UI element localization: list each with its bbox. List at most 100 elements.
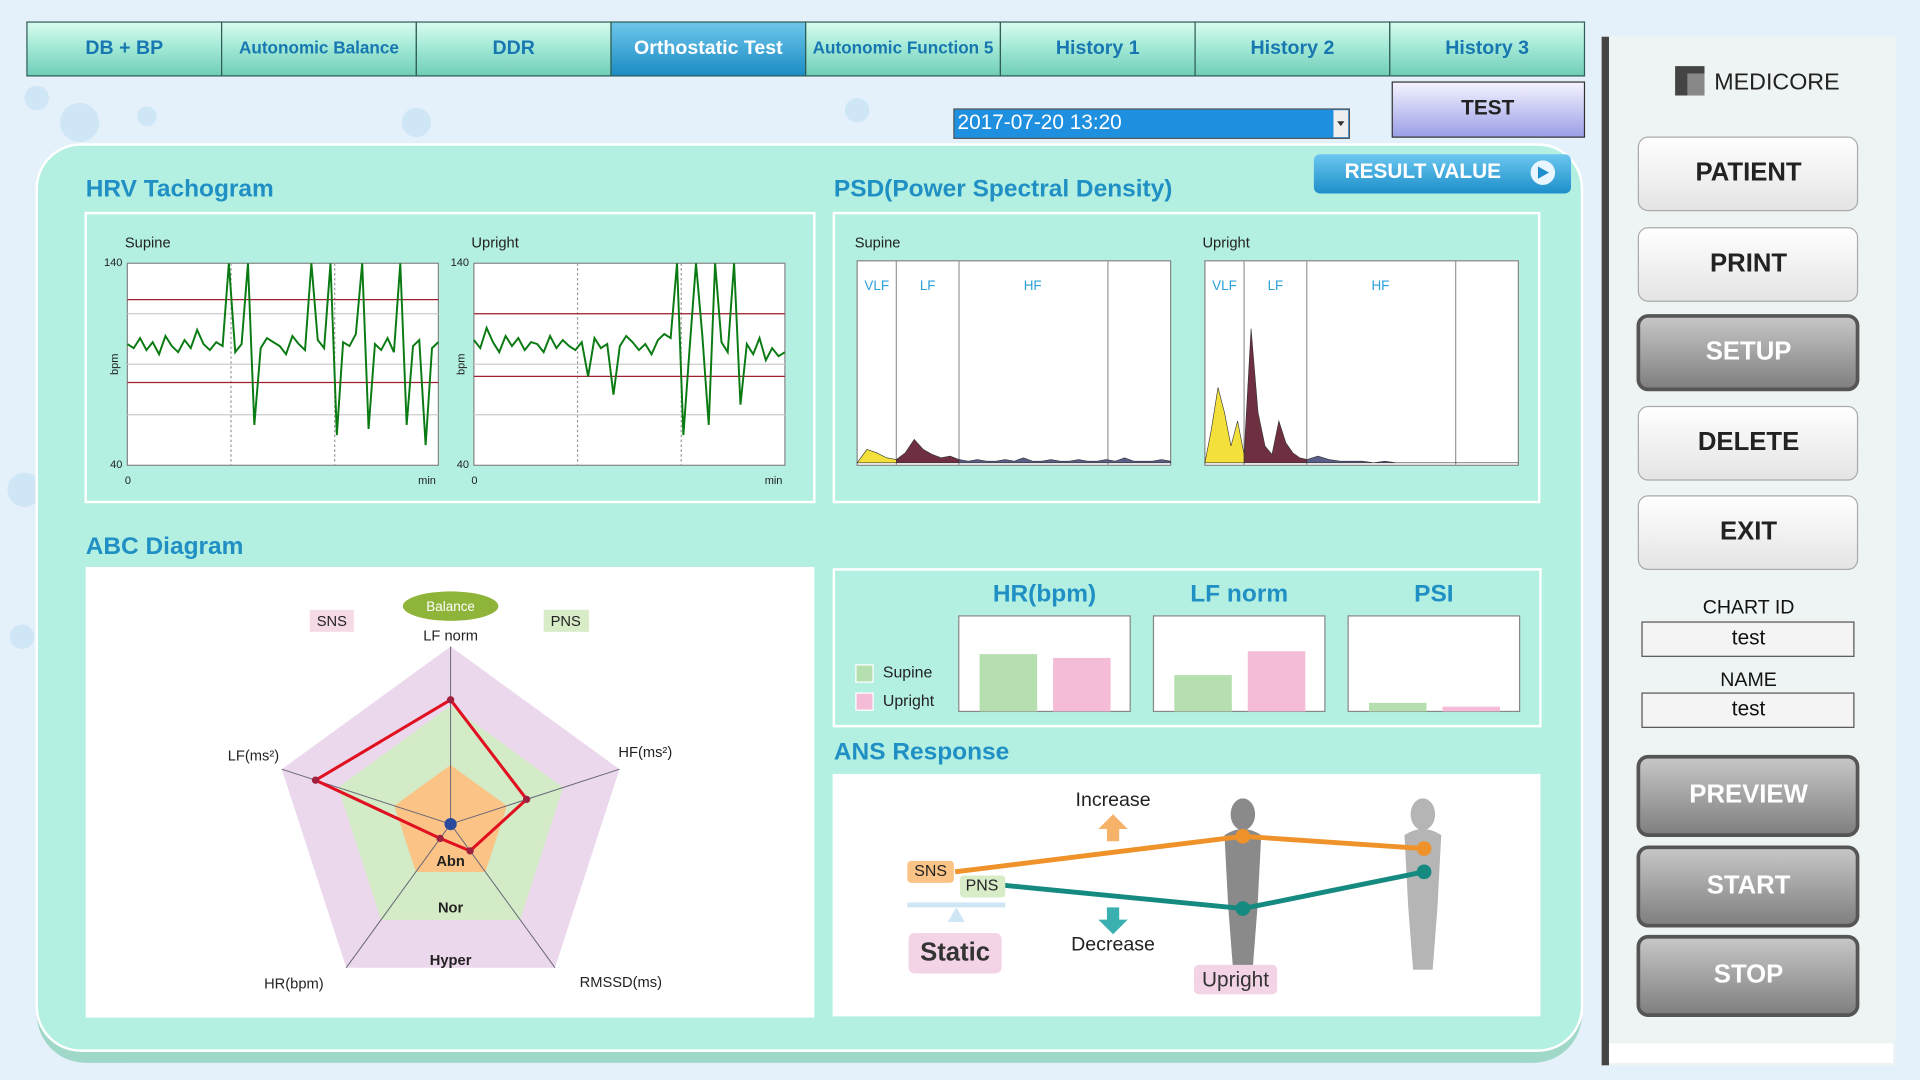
- chart-id-field[interactable]: [1641, 621, 1855, 657]
- legend-label: Upright: [883, 693, 935, 710]
- y-tick-label: 40: [457, 459, 469, 471]
- bar: [979, 654, 1038, 712]
- name-label: NAME: [1720, 669, 1777, 691]
- sidebar-button[interactable]: [1637, 136, 1859, 212]
- sidebar-button-label[interactable]: STOP: [1714, 961, 1784, 989]
- sidebar-foot: [1608, 1043, 1894, 1063]
- result-value-button[interactable]: [1313, 154, 1572, 194]
- pns-label: PNS: [966, 878, 999, 895]
- test-button-label[interactable]: TEST: [1461, 96, 1514, 119]
- response-point: [1235, 828, 1251, 844]
- legend-label: Supine: [883, 665, 933, 682]
- tab[interactable]: [1194, 21, 1391, 77]
- band-label: VLF: [864, 278, 889, 293]
- tab[interactable]: [1389, 21, 1586, 77]
- y-axis-label: bpm: [109, 354, 121, 375]
- decrease-arrow: [1098, 907, 1128, 935]
- tab[interactable]: [221, 21, 417, 77]
- result-value-icon-arrow: [1537, 166, 1549, 179]
- radar-point: [311, 776, 320, 784]
- axis-label: HR(bpm): [264, 976, 324, 992]
- sidebar-button-label[interactable]: PRINT: [1710, 249, 1787, 277]
- tab[interactable]: [415, 21, 612, 77]
- upright-tag: [1193, 964, 1278, 995]
- sidebar-button[interactable]: [1636, 754, 1860, 837]
- sidebar-button-label[interactable]: PREVIEW: [1689, 781, 1808, 809]
- name-value[interactable]: test: [1732, 698, 1766, 721]
- radar-axis: [281, 768, 451, 825]
- radar-polygon: [312, 697, 529, 853]
- sidebar-button[interactable]: [1637, 227, 1859, 302]
- bar: [1368, 702, 1427, 712]
- sidebar-button-label[interactable]: EXIT: [1720, 517, 1777, 545]
- zone-label: Abn: [436, 854, 465, 870]
- figure-body: [1224, 828, 1262, 970]
- tab[interactable]: [999, 21, 1196, 77]
- balance-pivot: [947, 907, 965, 923]
- panel-label: Upright: [1202, 236, 1249, 252]
- sidebar-button[interactable]: [1636, 314, 1860, 392]
- tab-label[interactable]: Autonomic Balance: [239, 38, 399, 58]
- sidebar-button[interactable]: [1636, 845, 1860, 928]
- sns-label: SNS: [317, 614, 347, 630]
- result-value-label[interactable]: RESULT VALUE: [1345, 160, 1501, 183]
- panel-label: Supine: [125, 236, 171, 252]
- date-select[interactable]: [953, 108, 1350, 139]
- tab-label[interactable]: DDR: [492, 37, 534, 59]
- sns-tag: [309, 609, 354, 632]
- psd-title: PSD(Power Spectral Density): [834, 175, 1173, 202]
- radar-point: [466, 847, 474, 855]
- abc-title: ABC Diagram: [86, 533, 244, 560]
- y-axis-label: bpm: [456, 354, 468, 375]
- axis-label: HF(ms²): [618, 745, 672, 761]
- tab-label[interactable]: History 2: [1251, 37, 1335, 59]
- bar: [1053, 657, 1111, 712]
- figure-body: [1404, 828, 1442, 970]
- hrv-title: HRV Tachogram: [86, 175, 274, 202]
- pns-tag: [960, 875, 1006, 898]
- sidebar-button[interactable]: [1637, 495, 1859, 570]
- date-select-value[interactable]: 2017-07-20 13:20: [958, 111, 1122, 134]
- sidebar-button[interactable]: [1637, 405, 1859, 481]
- axis-label: LF norm: [423, 629, 478, 645]
- name-field[interactable]: [1641, 692, 1855, 728]
- balance-label: Balance: [426, 599, 475, 614]
- tab-label[interactable]: DB + BP: [85, 37, 163, 59]
- axis-label: RMSSD(ms): [580, 975, 662, 991]
- radar-axis: [345, 823, 452, 969]
- tab-label[interactable]: Autonomic Function 5: [813, 38, 994, 58]
- band-label: HF: [1024, 278, 1042, 293]
- tab[interactable]: [610, 21, 807, 77]
- sidebar-button-label[interactable]: DELETE: [1698, 428, 1799, 456]
- ans-title: ANS Response: [834, 739, 1009, 766]
- static-tag: [908, 933, 1002, 974]
- pns-label: PNS: [551, 614, 581, 630]
- zone-label: Hyper: [430, 953, 472, 969]
- legend-swatch: [855, 664, 874, 683]
- sns-label: SNS: [914, 863, 947, 880]
- sidebar-button-label[interactable]: SETUP: [1706, 337, 1792, 365]
- x-tick-label: 0: [125, 475, 131, 487]
- figure-head: [1410, 798, 1436, 831]
- tab[interactable]: [26, 21, 223, 77]
- tab-label[interactable]: History 3: [1445, 37, 1529, 59]
- logo-icon-inner: [1687, 73, 1705, 96]
- band-label: LF: [920, 278, 936, 293]
- radar-center: [444, 817, 457, 831]
- chart-id-value[interactable]: test: [1732, 627, 1766, 650]
- bar: [1174, 675, 1232, 712]
- decrease-label: Decrease: [1071, 933, 1155, 955]
- tab-label[interactable]: History 1: [1056, 37, 1140, 59]
- x-unit-label: min: [765, 475, 783, 487]
- tab[interactable]: [805, 21, 1002, 77]
- tab-label[interactable]: Orthostatic Test: [634, 37, 783, 59]
- sidebar-button-label[interactable]: START: [1707, 871, 1791, 899]
- y-tick-label: 40: [110, 459, 122, 471]
- figure-head: [1230, 798, 1256, 831]
- test-button[interactable]: [1391, 81, 1586, 138]
- balance-tag: [402, 591, 499, 621]
- x-tick-label: 0: [471, 475, 477, 487]
- sns-tag: [907, 860, 954, 883]
- sidebar-button[interactable]: [1636, 934, 1860, 1017]
- sidebar-button-label[interactable]: PATIENT: [1696, 159, 1802, 187]
